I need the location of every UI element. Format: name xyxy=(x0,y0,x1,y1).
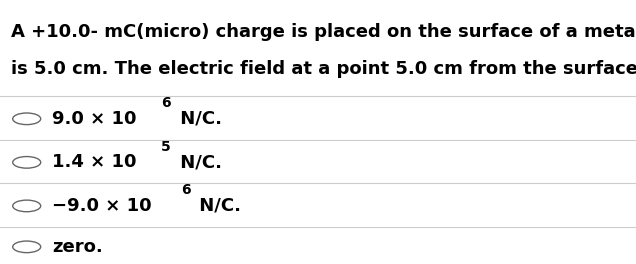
Text: 1.4 × 10: 1.4 × 10 xyxy=(52,153,137,171)
Text: −9.0 × 10: −9.0 × 10 xyxy=(52,197,152,215)
Text: zero.: zero. xyxy=(52,238,103,256)
Text: 9.0 × 10: 9.0 × 10 xyxy=(52,110,137,128)
Text: A +10.0- mC(micro) charge is placed on the surface of a metal shell whose radius: A +10.0- mC(micro) charge is placed on t… xyxy=(11,23,636,41)
Text: is 5.0 cm. The electric field at a point 5.0 cm from the surface of the shell is: is 5.0 cm. The electric field at a point… xyxy=(11,60,636,78)
Text: 6: 6 xyxy=(181,183,190,197)
Text: N/C.: N/C. xyxy=(174,153,222,171)
Text: N/C.: N/C. xyxy=(174,110,221,128)
Text: 6: 6 xyxy=(161,96,171,110)
Text: N/C.: N/C. xyxy=(193,197,241,215)
Text: 5: 5 xyxy=(161,139,171,154)
